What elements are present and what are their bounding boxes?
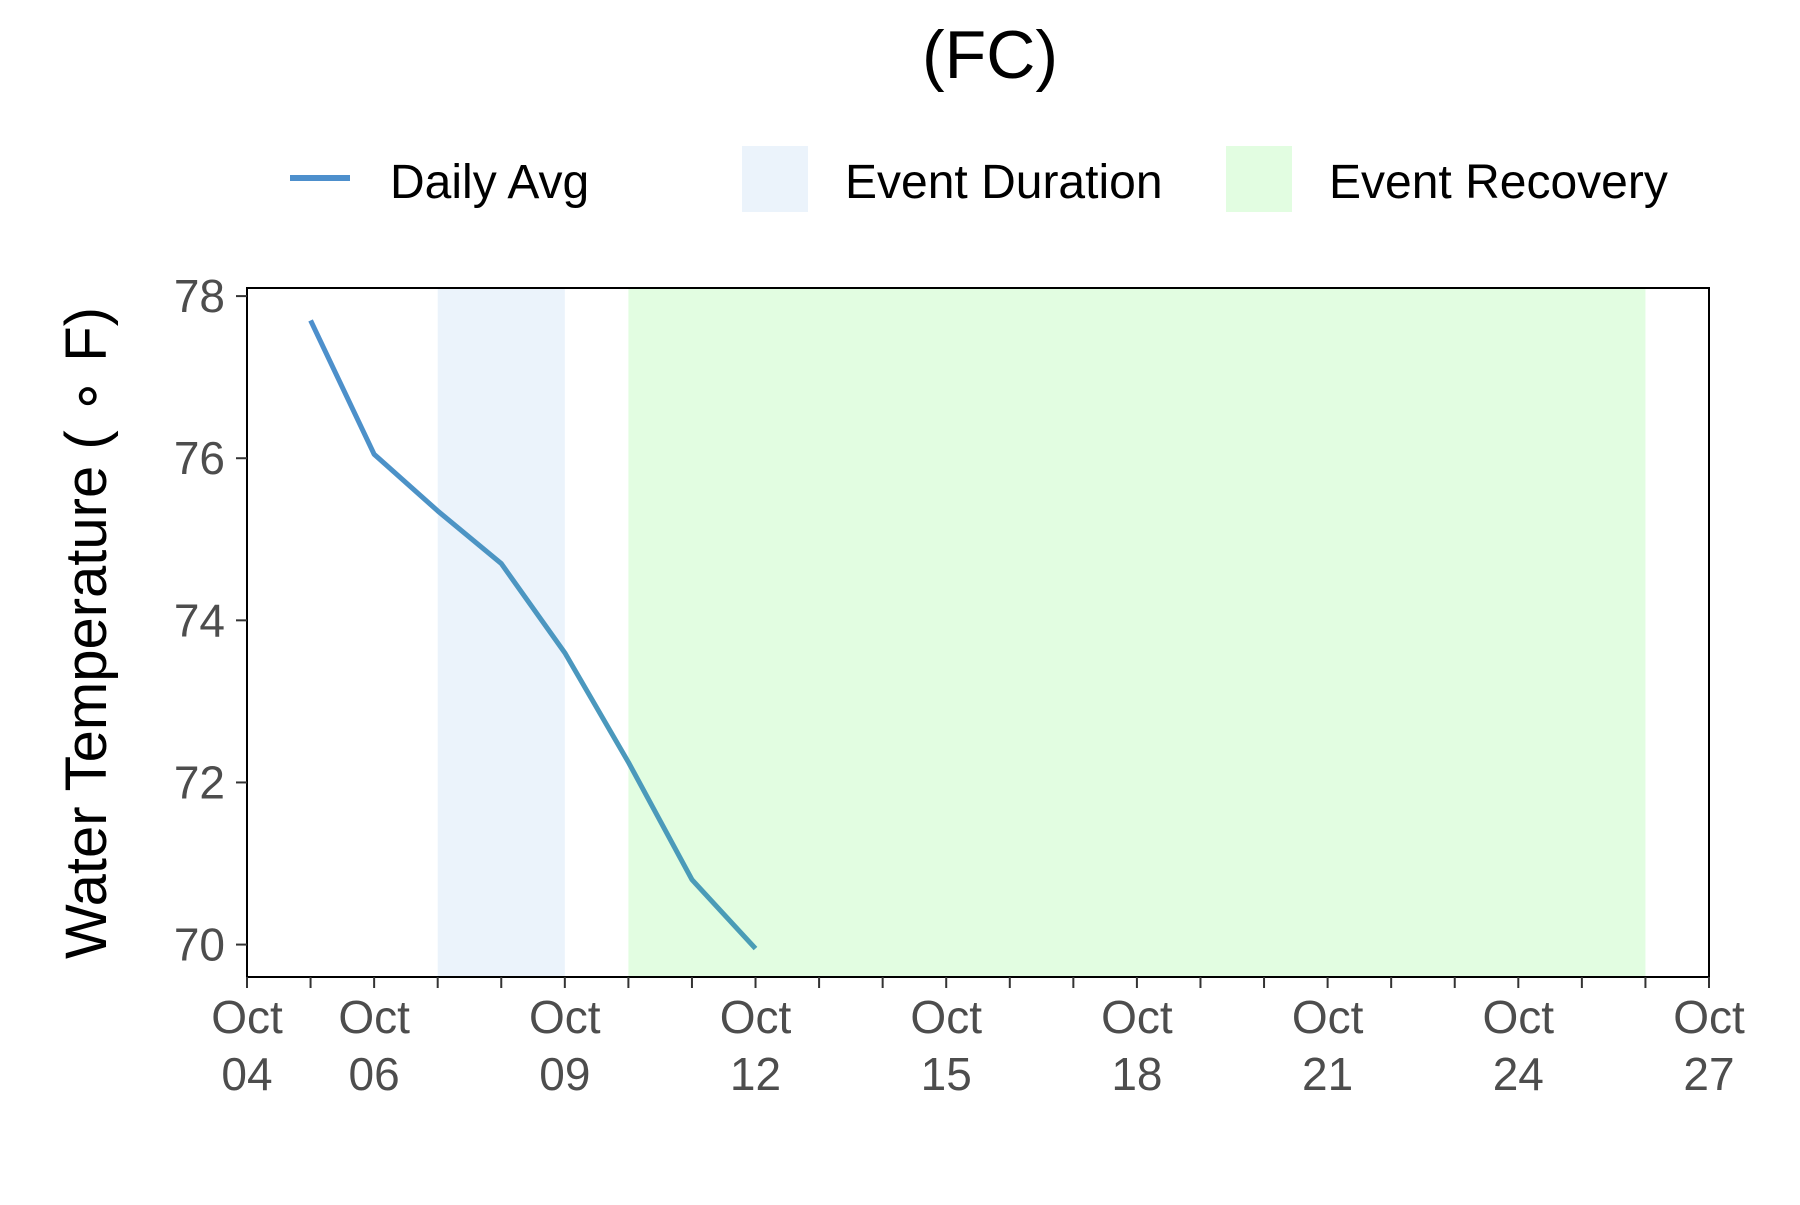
legend-item-daily-avg: Daily Avg (290, 156, 589, 209)
x-tick-label: Oct 18 (1101, 991, 1173, 1100)
y-tick-label: 72 (174, 756, 225, 808)
x-tick-label: Oct 21 (1292, 991, 1364, 1100)
x-tick-label: Oct 12 (720, 991, 792, 1100)
legend-key-swatch (742, 146, 808, 212)
legend: Daily Avg Event Duration Event Recovery (290, 146, 1668, 212)
y-axis-label: Water Temperature ( ∘ F) (54, 307, 119, 959)
x-tick-label: Oct 24 (1483, 991, 1555, 1100)
y-axis: 70 72 74 76 78 (174, 270, 247, 971)
legend-item-event-duration: Event Duration (742, 146, 1163, 212)
x-tick-label: Oct 09 (529, 991, 601, 1100)
plot-border (246, 287, 1710, 978)
legend-label: Event Recovery (1329, 156, 1668, 209)
y-tick-label: 74 (174, 594, 225, 646)
series-line-daily-avg (308, 319, 758, 951)
chart-title: (FC) (922, 17, 1058, 93)
y-tick-label: 76 (174, 432, 225, 484)
x-tick-label: Oct 04 (211, 991, 283, 1100)
y-tick-label: 78 (174, 270, 225, 322)
plot-area (246, 287, 1710, 978)
series-layer (308, 319, 758, 951)
x-tick-label: Oct 27 (1673, 991, 1745, 1100)
x-tick-label: Oct 06 (338, 991, 410, 1100)
x-axis: Oct 04 Oct 06 Oct 09 Oct 12 Oct 15 Oct 18 Oct 21 Oct 24… (211, 977, 1745, 1100)
shaded-regions (437, 288, 1646, 977)
y-tick-label: 70 (174, 919, 225, 971)
event-duration-region (437, 288, 565, 977)
event-recovery-region (628, 288, 1646, 977)
legend-label: Event Duration (845, 156, 1163, 209)
legend-key-swatch (1226, 146, 1292, 212)
legend-label: Daily Avg (390, 156, 589, 209)
x-tick-label: Oct 15 (910, 991, 982, 1100)
legend-item-event-recovery: Event Recovery (1226, 146, 1668, 212)
